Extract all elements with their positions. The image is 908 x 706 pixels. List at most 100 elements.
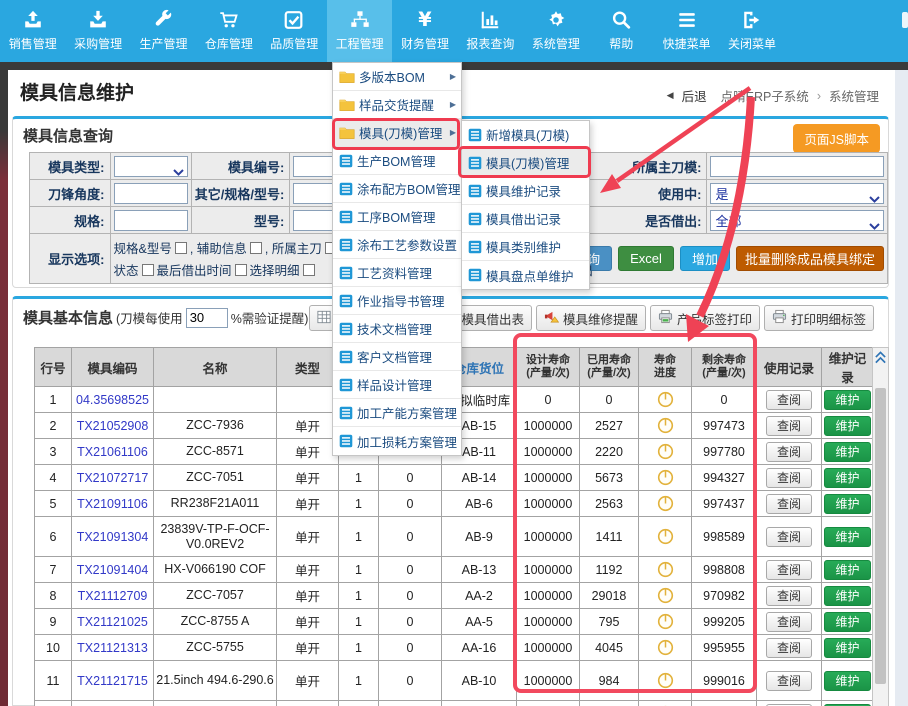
maintain-button[interactable]: 维护 [824,611,871,632]
col-maintain-record[interactable]: 维护记录 [821,347,874,387]
col-mold-code[interactable]: 模具编码 [71,347,154,387]
page-js-script-button[interactable]: 页面JS脚本 [793,124,880,153]
scrollbar-thumb[interactable] [875,388,886,684]
col-used-life[interactable]: 已用寿命 (产量/次) [579,347,639,387]
menu-item[interactable]: 客户文档管理 ▶ [333,343,461,371]
menu-item[interactable]: 多版本BOM ▶ [333,63,461,91]
nav-item-close-menu[interactable]: 关闭菜单 [719,0,784,62]
view-usage-button[interactable]: 查阅 [765,467,812,488]
mold-code-link[interactable]: TX21091304 [76,529,149,544]
menu-item[interactable]: 涂布配方BOM管理 ▶ [333,175,461,203]
menu-item[interactable]: 新增模具(刀模) ▶ [462,121,589,149]
maintain-button[interactable]: 维护 [824,637,871,658]
col-name[interactable]: 名称 [153,347,277,387]
menu-item[interactable]: 加工损耗方案管理 ▶ [333,427,461,455]
maintain-button[interactable]: 维护 [824,441,871,462]
display-option-checkbox[interactable] [234,263,247,276]
display-option-checkbox[interactable] [302,263,315,276]
menu-item[interactable]: 涂布工艺参数设置 ▶ [333,231,461,259]
view-usage-button[interactable]: 查阅 [765,670,812,691]
product-label-print-button[interactable]: 产品标签打印 [649,305,760,331]
menu-item[interactable]: 技术文档管理 ▶ [333,315,461,343]
col-life-progress[interactable]: 寿命 进度 [638,347,692,387]
nav-item-finance[interactable]: ¥ 财务管理 [401,9,450,51]
mold-code-link[interactable]: TX21052908 [76,418,149,433]
nav-item-help[interactable]: 帮助 [589,0,654,62]
add-button[interactable]: 增加 [679,246,730,271]
view-usage-button[interactable]: 查阅 [765,389,812,410]
excel-export-button[interactable]: Excel [618,246,674,271]
view-usage-button[interactable]: 查阅 [765,493,812,514]
blade-angle-input[interactable] [113,182,188,204]
mold-code-link[interactable]: TX21121715 [77,673,148,688]
in-use-select[interactable]: 是 [710,182,884,204]
view-usage-button[interactable]: 查阅 [765,585,812,606]
col-design-life[interactable]: 设计寿命 (产量/次) [516,347,580,387]
view-usage-button[interactable]: 查阅 [765,526,812,547]
nav-item-system[interactable]: 系统管理 [523,0,588,62]
view-usage-button[interactable]: 查阅 [765,415,812,436]
maintain-button[interactable]: 维护 [824,467,871,488]
menu-item[interactable]: 模具(刀模)管理 ▶ [333,119,461,147]
mold-repair-reminder-button[interactable]: 模具维修提醒 [535,305,646,331]
menu-item[interactable]: 模具借出记录 ▶ [462,205,589,233]
menu-item[interactable]: 样品设计管理 ▶ [333,371,461,399]
col-remaining-life[interactable]: 剩余寿命 (产量/次) [691,347,757,387]
maintain-button[interactable]: 维护 [824,585,871,606]
mold-code-link[interactable]: TX21061106 [77,444,148,459]
nav-item-quick-menu[interactable]: 快捷菜单 [654,0,719,62]
menu-item[interactable]: 作业指导书管理 ▶ [333,287,461,315]
maintain-button[interactable]: 维护 [824,526,871,547]
maintain-button[interactable]: 维护 [824,493,871,514]
threshold-input[interactable] [185,307,228,328]
mold-code-link[interactable]: TX21121313 [77,640,148,655]
display-option-checkbox[interactable] [141,263,154,276]
mold-code-link[interactable]: TX21091404 [76,562,149,577]
menu-item[interactable]: 样品交货提醒 ▶ [333,91,461,119]
maintain-button[interactable]: 维护 [824,670,871,691]
maintain-button[interactable]: 维护 [824,389,871,410]
col-usage-record[interactable]: 使用记录 [756,347,822,387]
borrowed-select[interactable]: 全部 [710,209,884,231]
mold-code-link[interactable]: 04.35698525 [76,392,149,407]
double-chevron-up-icon[interactable] [874,350,887,370]
maintain-button[interactable]: 维护 [824,415,871,436]
table-scrollbar[interactable] [872,347,889,706]
mold-code-link[interactable]: TX21091106 [77,496,148,511]
col-row-no[interactable]: 行号 [34,347,72,387]
view-usage-button[interactable]: 查阅 [765,611,812,632]
mold-code-link[interactable]: TX21112709 [77,588,148,603]
detail-label-print-button[interactable]: 打印明细标签 [763,305,874,331]
nav-item-purchase[interactable]: 采购管理 [65,0,130,62]
menu-item[interactable]: 模具盘点单维护 ▶ [462,261,589,289]
master-mold-input[interactable] [710,155,884,177]
menu-item[interactable]: 生产BOM管理 ▶ [333,147,461,175]
col-type[interactable]: 类型 [276,347,339,387]
breadcrumb-system[interactable]: 点晴ERP子系统 [720,90,809,104]
maintain-button[interactable]: 维护 [824,559,871,580]
nav-item-warehouse[interactable]: 仓库管理 [196,0,261,62]
menu-item[interactable]: 模具(刀模)管理 ▶ [462,149,589,177]
view-usage-button[interactable]: 查阅 [765,637,812,658]
view-usage-button[interactable]: 查阅 [765,559,812,580]
batch-delete-binding-button[interactable]: 批量删除成品模具绑定 [735,246,884,271]
nav-item-engineering[interactable]: 工程管理 [326,0,393,62]
mold-code-link[interactable]: TX21121025 [77,614,148,629]
menu-item[interactable]: 模具类别维护 ▶ [462,233,589,261]
display-option-checkbox[interactable] [249,241,262,254]
back-link[interactable]: 后退 [681,90,707,104]
view-usage-button[interactable]: 查阅 [765,703,812,706]
menu-item[interactable]: 加工产能方案管理 ▶ [333,399,461,427]
nav-item-quality[interactable]: 品质管理 [262,0,327,62]
menu-item[interactable]: 工序BOM管理 ▶ [333,203,461,231]
spec-input[interactable] [113,209,188,231]
mold-code-link[interactable]: TX21072717 [76,470,149,485]
menu-item[interactable]: 工艺资料管理 ▶ [333,259,461,287]
view-usage-button[interactable]: 查阅 [765,441,812,462]
mold-type-select[interactable] [113,155,188,177]
nav-item-reports[interactable]: 报表查询 [458,0,523,62]
display-option-checkbox[interactable] [174,241,187,254]
nav-item-sales[interactable]: 销售管理 [0,0,65,62]
nav-item-production[interactable]: 生产管理 [131,0,196,62]
menu-item[interactable]: 模具维护记录 ▶ [462,177,589,205]
